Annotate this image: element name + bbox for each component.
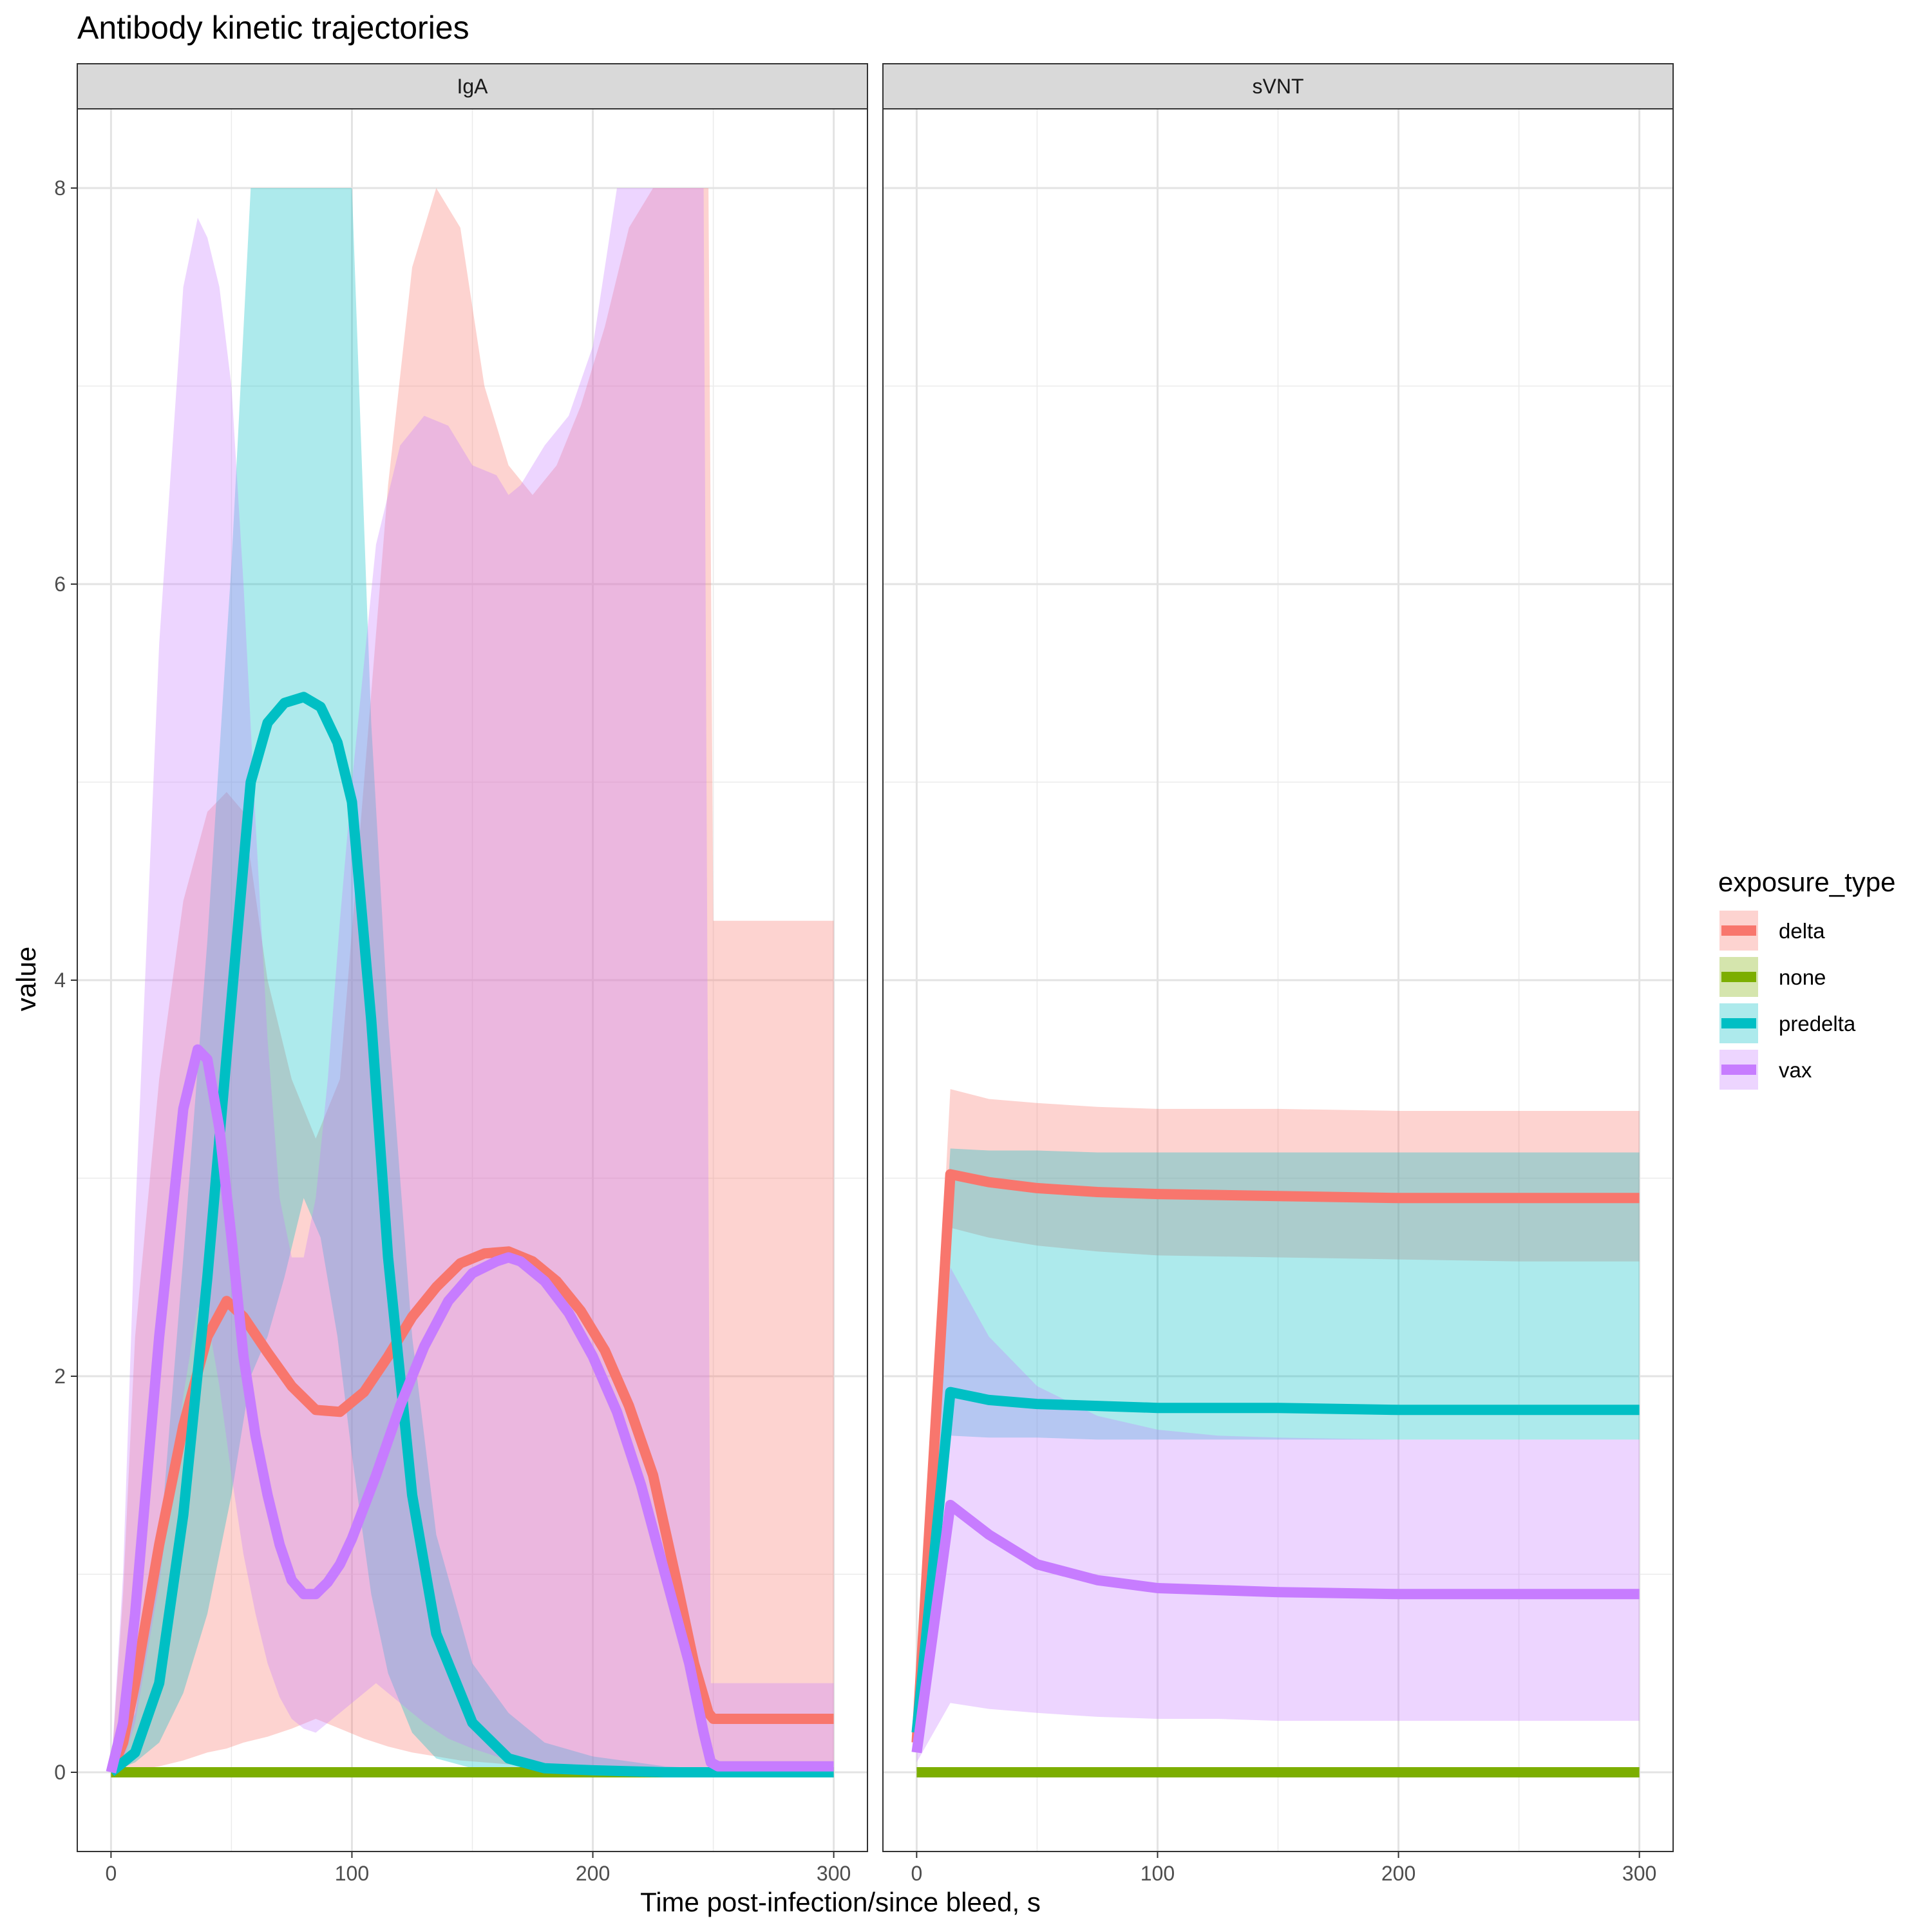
legend-label: delta — [1779, 919, 1825, 943]
line-vax — [106, 1044, 834, 1774]
line-vax — [911, 1499, 1640, 1754]
legend-item-delta: delta — [1719, 911, 1825, 951]
ribbon-predelta — [111, 188, 834, 1772]
panel-svnt: sVNT 0 100 200 300 — [882, 63, 1674, 1885]
line-delta — [911, 1169, 1640, 1743]
ribbon-vax — [916, 1267, 1640, 1763]
legend-item-vax: vax — [1719, 1050, 1812, 1090]
x-tick-label: 200 — [1381, 1862, 1416, 1885]
legend-label: vax — [1779, 1058, 1812, 1082]
facet-strip-label: sVNT — [1253, 75, 1304, 98]
data-layer — [106, 188, 834, 1777]
x-tick-label: 300 — [817, 1862, 851, 1885]
ribbon-delta — [111, 188, 834, 1772]
legend-title: exposure_type — [1718, 867, 1896, 897]
facet-strip — [77, 63, 868, 109]
legend: exposure_type delta none predelta vax — [1718, 867, 1896, 1090]
legend-label: none — [1779, 965, 1826, 989]
line-predelta — [108, 692, 834, 1777]
data-layer — [911, 1089, 1640, 1777]
y-tick-label: 0 — [54, 1761, 66, 1784]
gridlines — [77, 109, 867, 1852]
x-tick-label: 0 — [911, 1862, 922, 1885]
gridlines — [883, 109, 1673, 1852]
y-tick-label: 6 — [54, 573, 66, 596]
x-tick-label: 200 — [576, 1862, 610, 1885]
x-tick-label: 0 — [105, 1862, 117, 1885]
ribbon-delta — [916, 1089, 1640, 1753]
facet-panels: IgA 0 100 200 300 0 2 4 6 8 sVNT 0 100 200 300 — [54, 63, 1674, 1885]
panel-iga: IgA 0 100 200 300 0 2 4 6 8 — [54, 63, 868, 1885]
x-axis: 0 100 200 300 — [911, 1852, 1656, 1885]
x-tick-label: 100 — [1141, 1862, 1175, 1885]
legend-label: predelta — [1779, 1012, 1856, 1036]
line-predelta — [911, 1387, 1640, 1734]
x-tick-label: 100 — [335, 1862, 369, 1885]
y-axis: 0 2 4 6 8 — [54, 176, 77, 1784]
legend-items: delta none predelta vax — [1719, 911, 1856, 1090]
legend-item-predelta: predelta — [1719, 1003, 1856, 1043]
x-axis-title: Time post-infection/since bleed, s — [640, 1887, 1041, 1917]
y-axis-title: value — [11, 947, 41, 1011]
chart-title: Antibody kinetic trajectories — [77, 10, 469, 46]
y-tick-label: 8 — [54, 176, 66, 200]
y-tick-label: 4 — [54, 969, 66, 992]
ribbon-vax — [111, 188, 834, 1772]
facet-strip-label: IgA — [457, 75, 488, 98]
x-tick-label: 300 — [1622, 1862, 1656, 1885]
panel-border — [882, 108, 1674, 1852]
legend-item-none: none — [1719, 957, 1826, 997]
x-axis: 0 100 200 300 — [105, 1852, 851, 1885]
ribbon-predelta — [916, 1148, 1640, 1743]
y-tick-label: 2 — [54, 1365, 66, 1388]
